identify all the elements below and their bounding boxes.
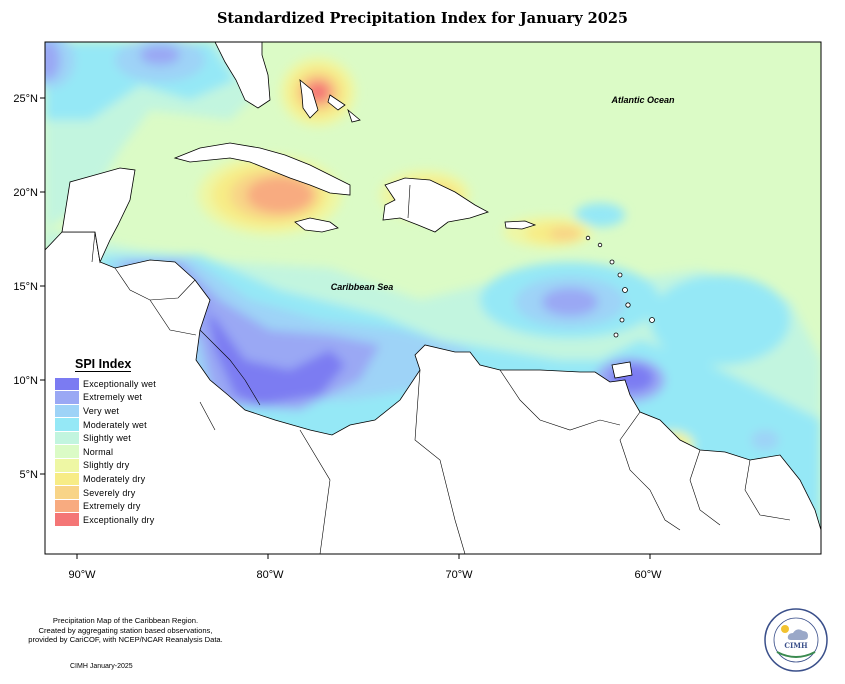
atlantic-ocean-label: Atlantic Ocean [610, 95, 675, 105]
footer-line: Created by aggregating station based obs… [38, 625, 213, 635]
lat-tick-label: 10°N [13, 375, 38, 387]
cloud-icon [787, 629, 808, 640]
tick-marks [40, 97, 651, 559]
spi-legend: SPI Index Exceptionally wet Extremely wet… [55, 355, 205, 527]
legend-label: Very wet [83, 405, 120, 416]
legend-swatch [55, 377, 79, 391]
lon-tick-label: 60°W [634, 569, 662, 581]
country-borders [91, 184, 791, 554]
lon-tick-label: 70°W [445, 569, 473, 581]
legend-items: Exceptionally wet Extremely wet Very wet Mo… [55, 377, 205, 527]
footer-line: Precipitation Map of the Caribbean Regio… [52, 616, 199, 625]
cimh-logo: CIMH [764, 608, 828, 672]
logo-text: CIMH [784, 641, 808, 650]
legend-label: Slightly wet [83, 433, 131, 444]
lat-tick-label: 5°N [20, 469, 39, 481]
legend-item: Exceptionally wet [55, 377, 205, 391]
footer-note: Precipitation Map of the Caribbean Regio… [8, 616, 243, 645]
legend-label: Extremely dry [83, 501, 141, 512]
map-frame [44, 41, 822, 555]
legend-swatch [55, 486, 79, 499]
legend-label: Severely dry [83, 487, 136, 498]
spi-field [45, 42, 821, 554]
legend-swatch [55, 499, 79, 513]
legend-label: Extremely wet [83, 392, 143, 403]
legend-item: Slightly dry [55, 459, 205, 473]
caribbean-sea-label: Caribbean Sea [331, 282, 394, 292]
legend-item: Severely dry [55, 486, 205, 500]
land-masses [45, 42, 821, 554]
legend-swatch [55, 472, 79, 486]
lon-tick-labels: 90°W 80°W 70°W 60°W [68, 569, 662, 581]
legend-swatch [55, 431, 79, 445]
map-title: Standardized Precipitation Index for Jan… [216, 10, 629, 27]
legend-item: Extremely wet [55, 391, 205, 405]
legend-item: Extremely dry [55, 499, 205, 513]
sun-icon [781, 625, 789, 633]
legend-item: Slightly wet [55, 431, 205, 445]
lat-tick-label: 20°N [13, 187, 38, 199]
footer-credit: CIMH January-2025 [70, 663, 133, 670]
lat-tick-label: 25°N [13, 93, 38, 105]
legend-label: Exceptionally dry [83, 514, 155, 525]
legend-swatch [55, 513, 79, 527]
legend-item: Normal [55, 445, 205, 459]
legend-item: Very wet [55, 404, 205, 418]
legend-title: SPI Index [75, 357, 132, 372]
legend-label: Moderately dry [83, 473, 146, 484]
legend-item: Exceptionally dry [55, 513, 205, 527]
legend-label: Moderately wet [83, 419, 147, 430]
lon-tick-label: 80°W [256, 569, 284, 581]
legend-swatch [55, 418, 79, 431]
lon-tick-label: 90°W [68, 569, 96, 581]
legend-swatch [55, 404, 79, 418]
lat-tick-label: 15°N [13, 281, 38, 293]
legend-swatch [55, 459, 79, 472]
legend-item: Moderately wet [55, 418, 205, 432]
legend-swatch [55, 445, 79, 459]
legend-label: Exceptionally wet [83, 378, 156, 389]
legend-label: Slightly dry [83, 460, 130, 471]
lat-tick-labels: 25°N 20°N 15°N 10°N 5°N [13, 93, 38, 481]
footer-line: provided by CariCOF, with NCEP/NCAR Rean… [28, 635, 223, 645]
legend-item: Moderately dry [55, 472, 205, 486]
legend-swatch [55, 391, 79, 404]
legend-label: Normal [83, 446, 114, 457]
